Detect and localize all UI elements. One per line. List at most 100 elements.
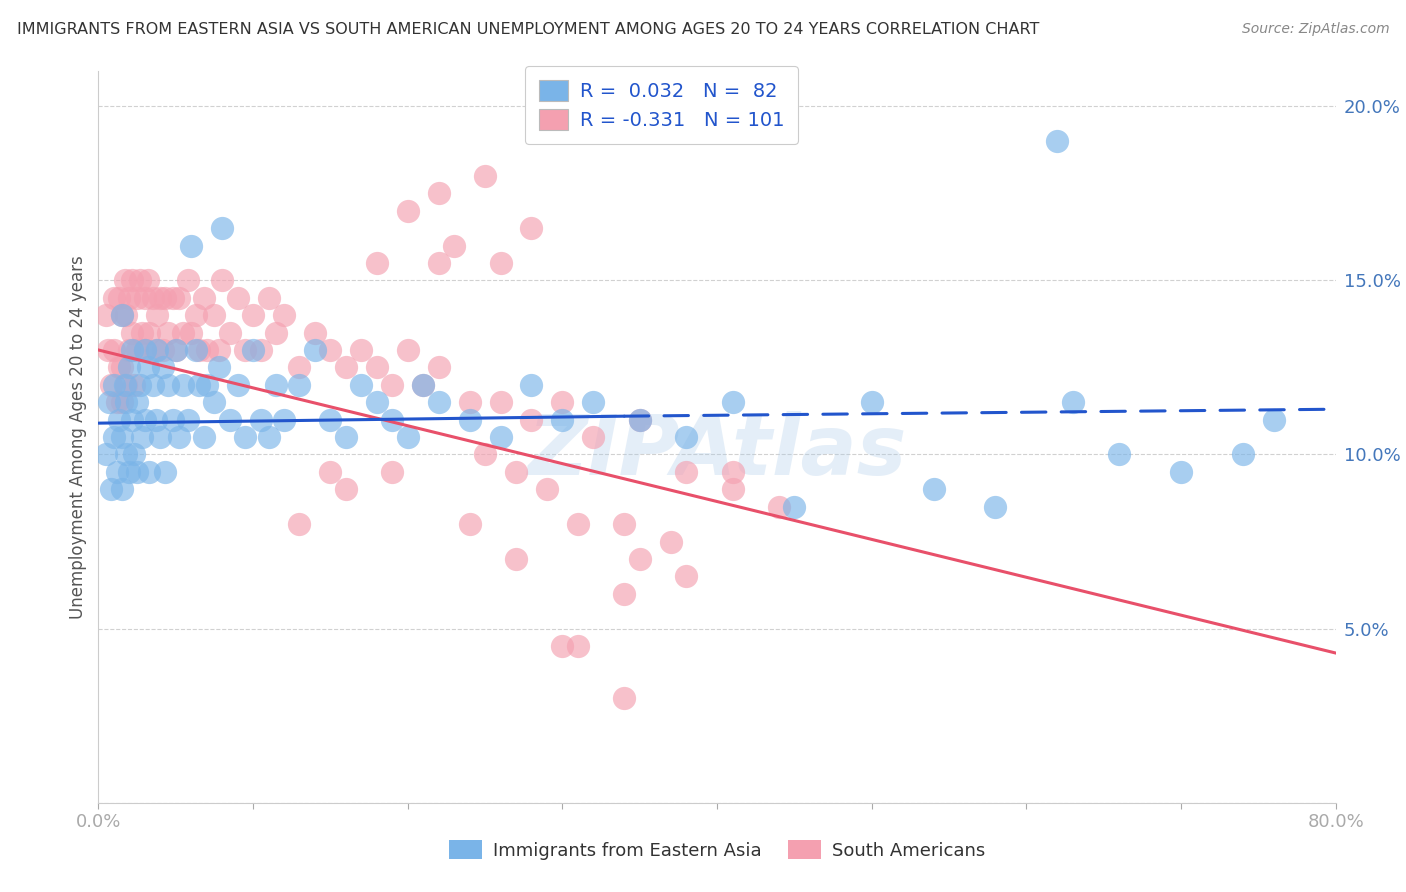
Point: [489, 395, 512, 409]
Point: [162, 412, 184, 426]
Point: [505, 552, 527, 566]
Point: [193, 430, 215, 444]
Point: [105, 395, 128, 409]
Point: [145, 412, 167, 426]
Point: [396, 343, 419, 357]
Point: [288, 517, 311, 532]
Point: [121, 326, 143, 340]
Point: [188, 377, 211, 392]
Point: [118, 343, 141, 357]
Point: [458, 517, 481, 532]
Point: [122, 377, 145, 392]
Point: [659, 534, 682, 549]
Point: [153, 291, 176, 305]
Point: [153, 465, 176, 479]
Point: [157, 326, 180, 340]
Point: [115, 448, 138, 462]
Point: [860, 395, 883, 409]
Point: [721, 483, 744, 497]
Point: [114, 273, 136, 287]
Point: [335, 430, 357, 444]
Point: [167, 430, 190, 444]
Point: [273, 308, 295, 322]
Point: [427, 186, 450, 201]
Point: [474, 448, 496, 462]
Point: [226, 377, 249, 392]
Point: [103, 343, 125, 357]
Point: [165, 343, 187, 357]
Point: [188, 343, 211, 357]
Point: [115, 377, 138, 392]
Point: [195, 343, 218, 357]
Point: [134, 343, 156, 357]
Point: [551, 639, 574, 653]
Point: [149, 291, 172, 305]
Point: [366, 256, 388, 270]
Point: [396, 203, 419, 218]
Point: [381, 412, 404, 426]
Point: [152, 343, 174, 357]
Point: [427, 360, 450, 375]
Point: [412, 377, 434, 392]
Point: [536, 483, 558, 497]
Point: [721, 395, 744, 409]
Point: [96, 308, 118, 322]
Point: [768, 500, 790, 514]
Point: [613, 691, 636, 706]
Point: [458, 395, 481, 409]
Point: [443, 238, 465, 252]
Point: [204, 308, 226, 322]
Point: [288, 360, 311, 375]
Point: [111, 308, 132, 322]
Point: [233, 343, 257, 357]
Point: [122, 448, 145, 462]
Point: [628, 552, 651, 566]
Point: [195, 377, 218, 392]
Point: [675, 569, 697, 583]
Point: [226, 291, 249, 305]
Point: [145, 343, 167, 357]
Point: [127, 291, 149, 305]
Point: [204, 395, 226, 409]
Point: [127, 343, 149, 357]
Point: [129, 273, 152, 287]
Point: [1108, 448, 1130, 462]
Point: [350, 343, 373, 357]
Point: [121, 273, 143, 287]
Point: [157, 377, 180, 392]
Point: [335, 483, 357, 497]
Point: [1062, 395, 1084, 409]
Point: [211, 273, 233, 287]
Point: [219, 412, 242, 426]
Point: [567, 517, 589, 532]
Point: [114, 377, 136, 392]
Point: [118, 291, 141, 305]
Point: [288, 377, 311, 392]
Point: [105, 465, 128, 479]
Point: [177, 273, 200, 287]
Point: [613, 587, 636, 601]
Point: [127, 395, 149, 409]
Point: [273, 412, 295, 426]
Point: [121, 343, 143, 357]
Y-axis label: Unemployment Among Ages 20 to 24 years: Unemployment Among Ages 20 to 24 years: [69, 255, 87, 619]
Point: [922, 483, 945, 497]
Point: [211, 221, 233, 235]
Point: [134, 412, 156, 426]
Point: [396, 430, 419, 444]
Point: [412, 377, 434, 392]
Point: [97, 343, 120, 357]
Point: [167, 291, 190, 305]
Point: [184, 308, 207, 322]
Point: [381, 377, 404, 392]
Point: [111, 483, 132, 497]
Point: [115, 395, 138, 409]
Point: [219, 326, 242, 340]
Point: [136, 360, 159, 375]
Point: [115, 308, 138, 322]
Point: [582, 395, 605, 409]
Point: [628, 412, 651, 426]
Point: [366, 395, 388, 409]
Point: [350, 377, 373, 392]
Point: [107, 412, 129, 426]
